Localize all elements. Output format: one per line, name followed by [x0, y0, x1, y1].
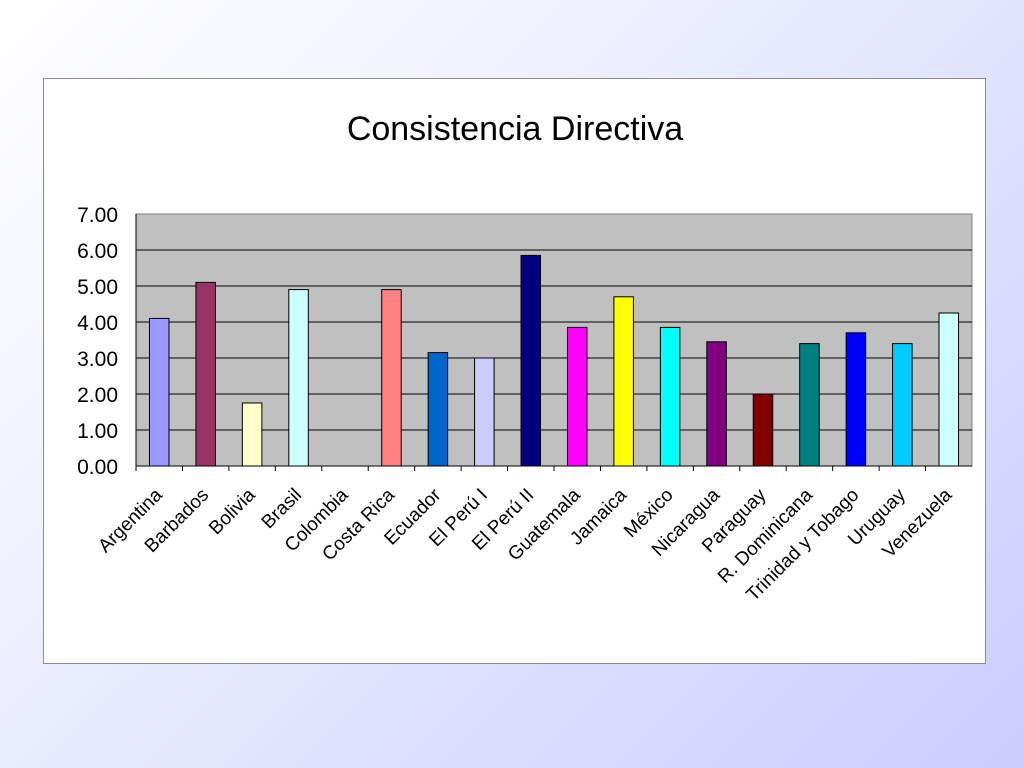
bar-argentina — [148, 317, 170, 467]
bar-el-per-ii — [520, 254, 542, 467]
y-tick-label: 7.00 — [77, 204, 118, 227]
bar-m-xico — [659, 326, 681, 467]
bar-nicaragua — [706, 341, 727, 467]
bar-venezuela — [938, 312, 960, 467]
y-tick-label: 1.00 — [77, 420, 118, 443]
bar-chart: Consistencia Directiva 0.00 1.00 2.00 3.00 4… — [77, 110, 973, 606]
y-tick-label: 6.00 — [77, 240, 118, 263]
bar-trinidad-y-tobago — [845, 332, 867, 467]
bar-brasil — [288, 289, 309, 467]
chart-title: Consistencia Directiva — [347, 110, 683, 148]
bar-uruguay — [892, 343, 913, 467]
bar-ecuador — [427, 352, 449, 467]
plot-background — [135, 213, 973, 467]
y-tick-label: 2.00 — [77, 384, 118, 407]
y-tick-label: 0.00 — [77, 456, 118, 479]
bar-paraguay — [752, 393, 774, 467]
bar-guatemala — [566, 326, 588, 467]
y-tick-label: 3.00 — [77, 348, 118, 371]
bar-bolivia — [241, 402, 263, 467]
bar-r-dominicana — [799, 343, 820, 467]
chart-frame: Consistencia Directiva 0.00 1.00 2.00 3.00 4… — [43, 78, 986, 664]
plot-area: 0.001.002.003.004.005.006.007.00Argentin… — [77, 204, 973, 606]
y-tick-label: 4.00 — [77, 312, 118, 335]
x-tick-label: Bolivia — [205, 484, 260, 539]
bar-costa-rica — [381, 289, 402, 467]
bar-jamaica — [613, 296, 634, 467]
y-tick-label: 5.00 — [77, 276, 118, 299]
bar-barbados — [195, 281, 216, 467]
bar-el-per-i — [474, 357, 495, 467]
